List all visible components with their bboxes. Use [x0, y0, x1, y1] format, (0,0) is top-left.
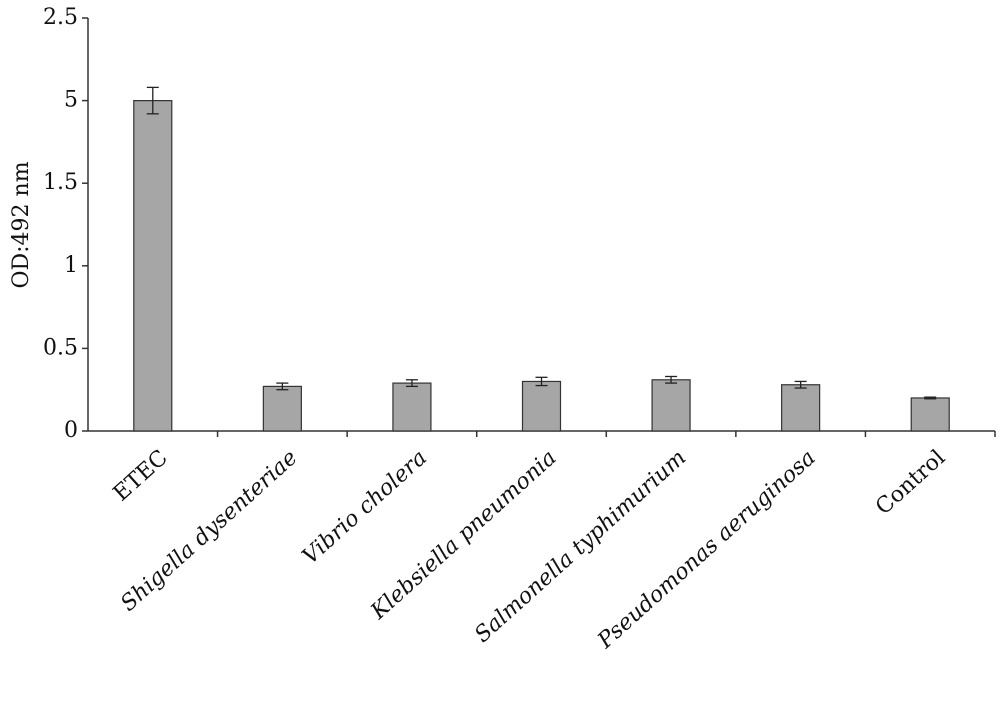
y-tick-label: 0: [64, 418, 78, 443]
error-bar: [794, 380, 807, 389]
bar: [910, 397, 950, 432]
error-bar: [665, 375, 678, 384]
error-bar: [146, 86, 159, 115]
y-axis-label: OD:492 nm: [9, 161, 34, 288]
error-bar: [276, 382, 289, 391]
y-tick-label: 0.5: [43, 335, 78, 360]
bar: [521, 380, 562, 432]
x-tick-label: ETEC: [109, 445, 173, 506]
x-tick-label: Control: [871, 445, 950, 520]
bar: [133, 99, 173, 432]
x-tick-label: Pseudomonas aeruginosa: [593, 445, 821, 654]
bar: [781, 384, 821, 432]
y-tick-label: 5: [64, 88, 78, 113]
error-bar: [405, 379, 418, 388]
y-tick-label: 2.5: [43, 5, 78, 30]
x-tick-label: Salmonella typhimurium: [470, 445, 691, 648]
bar: [392, 382, 432, 432]
error-bar: [535, 376, 548, 387]
bar: [651, 379, 691, 432]
x-tick-label: Vibrio cholera: [298, 445, 432, 569]
bar: [262, 385, 302, 432]
error-bar: [924, 396, 937, 400]
y-tick-label: 1: [64, 253, 78, 278]
y-tick-label: 1.5: [43, 170, 78, 195]
